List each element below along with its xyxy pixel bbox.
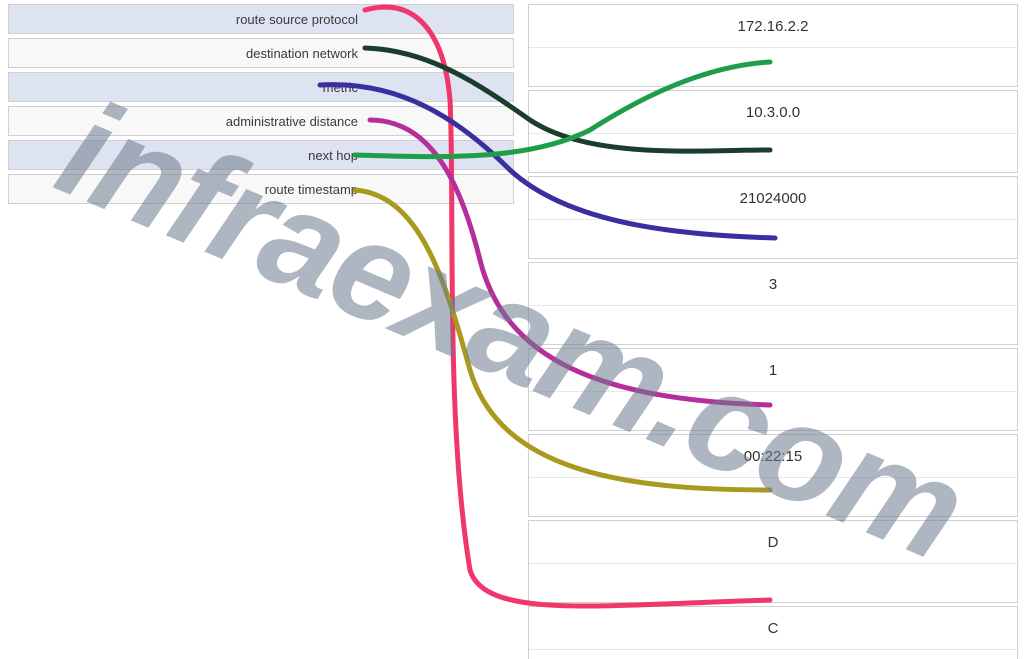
right-item-label: C [529,607,1017,650]
right-item-dropzone[interactable] [529,650,1017,659]
right-item-label: 00:22:15 [529,435,1017,478]
left-item[interactable]: metric [8,72,514,102]
matching-diagram: route source protocol destination network… [0,0,1024,659]
left-item-label: destination network [246,46,358,61]
right-item-dropzone[interactable] [529,392,1017,430]
right-item[interactable]: 172.16.2.2 [528,4,1018,87]
left-item[interactable]: route timestamp [8,174,514,204]
right-item[interactable]: 00:22:15 [528,434,1018,517]
right-item-dropzone[interactable] [529,134,1017,172]
right-item-label: 3 [529,263,1017,306]
left-item-label: route timestamp [265,182,358,197]
right-item-dropzone[interactable] [529,220,1017,258]
left-item-label: metric [323,80,358,95]
right-item[interactable]: 21024000 [528,176,1018,259]
left-item[interactable]: administrative distance [8,106,514,136]
left-item[interactable]: next hop [8,140,514,170]
left-item[interactable]: destination network [8,38,514,68]
left-item-label: next hop [308,148,358,163]
left-item-label: route source protocol [236,12,358,27]
right-item-label: D [529,521,1017,564]
right-item-label: 172.16.2.2 [529,5,1017,48]
right-item[interactable]: D [528,520,1018,603]
right-item[interactable]: 1 [528,348,1018,431]
right-item-dropzone[interactable] [529,478,1017,516]
right-item-dropzone[interactable] [529,564,1017,602]
right-item[interactable]: 10.3.0.0 [528,90,1018,173]
left-item-label: administrative distance [226,114,358,129]
right-item-label: 21024000 [529,177,1017,220]
right-item-label: 10.3.0.0 [529,91,1017,134]
left-item[interactable]: route source protocol [8,4,514,34]
right-item-dropzone[interactable] [529,306,1017,344]
right-item[interactable]: 3 [528,262,1018,345]
right-item-dropzone[interactable] [529,48,1017,86]
right-item[interactable]: C [528,606,1018,659]
right-item-label: 1 [529,349,1017,392]
